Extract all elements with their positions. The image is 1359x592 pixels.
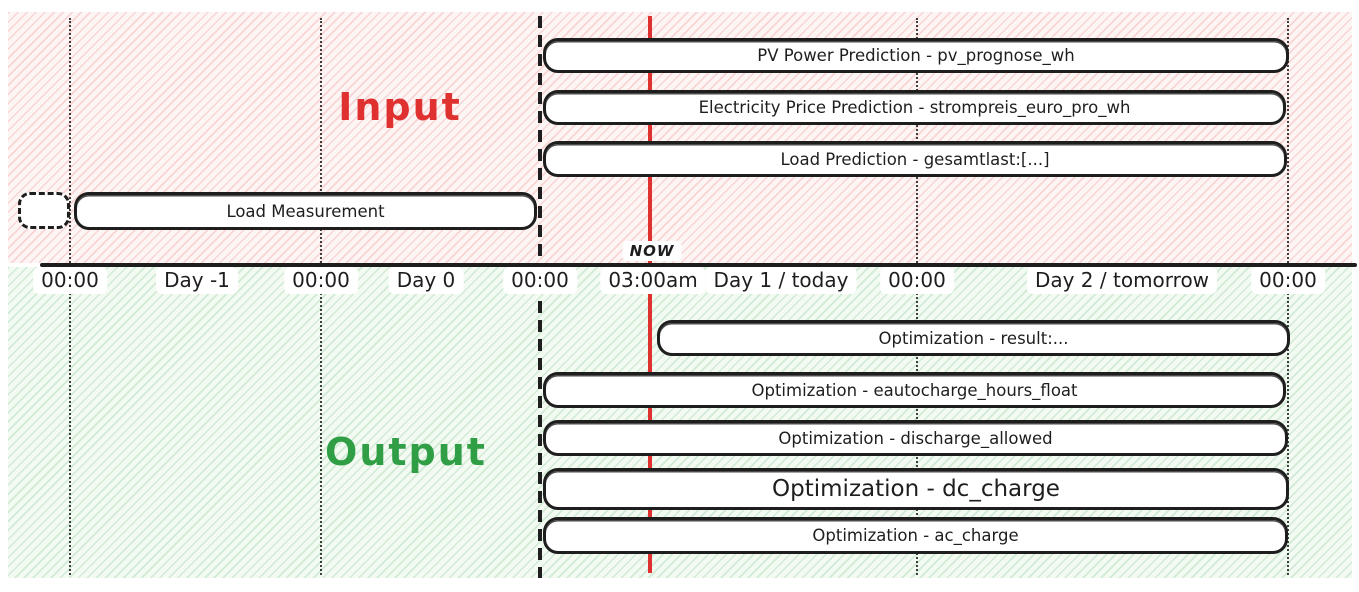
axis-tick-day-0: Day 0 bbox=[388, 267, 464, 294]
axis-tick-00-00: 00:00 bbox=[33, 267, 107, 294]
output-bar-optimization-result: Optimization - result:... bbox=[657, 320, 1290, 356]
output-bar-optimization-discharge-allowed: Optimization - discharge_allowed bbox=[543, 420, 1288, 456]
axis-tick-00-00: 00:00 bbox=[880, 267, 954, 294]
input-bar-pv-power-prediction-pv-prognose-wh: PV Power Prediction - pv_prognose_wh bbox=[543, 38, 1289, 73]
day-boundary-gridline bbox=[320, 18, 322, 575]
now-label: NOW bbox=[622, 241, 682, 261]
input-bar-load-measurement: Load Measurement bbox=[74, 192, 537, 230]
axis-tick-day-2-tomorrow: Day 2 / tomorrow bbox=[1026, 267, 1218, 294]
axis-tick-00-00: 00:00 bbox=[1251, 267, 1325, 294]
input-bar-electricity-price-prediction-strompreis-eu: Electricity Price Prediction - stromprei… bbox=[543, 90, 1286, 125]
axis-tick-00-00: 00:00 bbox=[503, 267, 577, 294]
axis-tick-day-1: Day -1 bbox=[156, 267, 238, 294]
input-section-label: Input bbox=[338, 85, 462, 129]
horizon-boundary-dashed-line bbox=[537, 16, 542, 578]
output-bar-optimization-dc-charge: Optimization - dc_charge bbox=[543, 468, 1289, 510]
output-bar-optimization-eautocharge-hours-float: Optimization - eautocharge_hours_float bbox=[543, 372, 1286, 408]
day-boundary-gridline bbox=[916, 18, 918, 575]
day-boundary-gridline bbox=[1287, 18, 1289, 575]
now-line bbox=[648, 16, 652, 573]
axis-tick-00-00: 00:00 bbox=[284, 267, 358, 294]
axis-tick-03-00am: 03:00am bbox=[600, 267, 706, 294]
load-measurement-continuation-box bbox=[18, 192, 70, 229]
axis-tick-day-1-today: Day 1 / today bbox=[705, 267, 857, 294]
time-axis bbox=[40, 263, 1357, 267]
output-section-label: Output bbox=[325, 430, 487, 474]
input-bar-load-prediction-gesamtlast: Load Prediction - gesamtlast:[...] bbox=[543, 141, 1287, 177]
day-boundary-gridline bbox=[69, 18, 71, 575]
output-bar-optimization-ac-charge: Optimization - ac_charge bbox=[543, 517, 1288, 554]
